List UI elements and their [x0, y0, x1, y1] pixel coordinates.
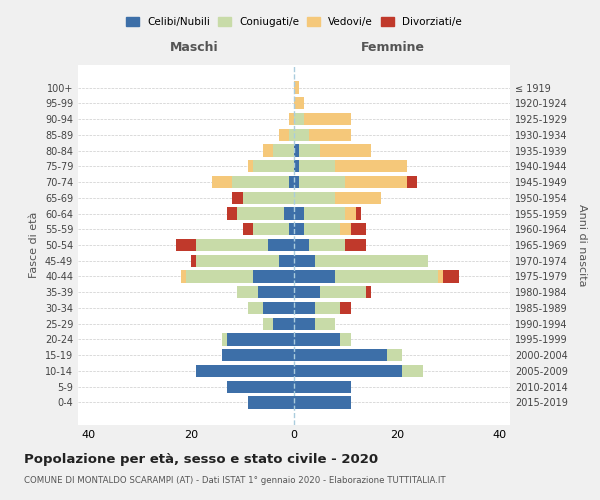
- Bar: [289, 223, 294, 235]
- Bar: [320, 144, 371, 156]
- Bar: [304, 208, 346, 220]
- Bar: [310, 128, 350, 141]
- Bar: [386, 349, 402, 362]
- Bar: [191, 254, 196, 267]
- Bar: [227, 380, 294, 393]
- Bar: [176, 239, 196, 251]
- Bar: [263, 144, 274, 156]
- Bar: [294, 144, 299, 156]
- Bar: [294, 270, 335, 282]
- Bar: [268, 239, 294, 251]
- Y-axis label: Anni di nascita: Anni di nascita: [577, 204, 587, 286]
- Bar: [314, 254, 428, 267]
- Bar: [258, 286, 294, 298]
- Bar: [340, 223, 350, 235]
- Bar: [196, 254, 278, 267]
- Bar: [248, 396, 294, 408]
- Bar: [294, 176, 299, 188]
- Bar: [310, 239, 346, 251]
- Bar: [294, 239, 310, 251]
- Text: Popolazione per età, sesso e stato civile - 2020: Popolazione per età, sesso e stato civil…: [24, 452, 378, 466]
- Bar: [212, 176, 232, 188]
- Bar: [232, 192, 242, 204]
- Bar: [340, 334, 350, 345]
- Bar: [294, 208, 304, 220]
- Bar: [335, 270, 438, 282]
- Bar: [314, 318, 335, 330]
- Bar: [304, 113, 350, 125]
- Bar: [274, 318, 294, 330]
- Bar: [443, 270, 458, 282]
- Bar: [294, 254, 314, 267]
- Bar: [346, 176, 407, 188]
- Bar: [356, 208, 361, 220]
- Bar: [294, 334, 340, 345]
- Bar: [299, 160, 335, 172]
- Bar: [196, 239, 268, 251]
- Bar: [335, 160, 407, 172]
- Bar: [402, 365, 422, 377]
- Bar: [222, 334, 227, 345]
- Bar: [242, 192, 294, 204]
- Bar: [253, 223, 289, 235]
- Bar: [294, 192, 335, 204]
- Bar: [278, 128, 289, 141]
- Bar: [242, 223, 253, 235]
- Bar: [222, 349, 294, 362]
- Bar: [294, 128, 310, 141]
- Bar: [294, 286, 320, 298]
- Bar: [294, 365, 402, 377]
- Text: Maschi: Maschi: [170, 41, 219, 54]
- Bar: [289, 176, 294, 188]
- Bar: [294, 396, 350, 408]
- Bar: [304, 223, 340, 235]
- Bar: [289, 113, 294, 125]
- Bar: [294, 223, 304, 235]
- Text: Femmine: Femmine: [361, 41, 425, 54]
- Bar: [299, 144, 320, 156]
- Bar: [248, 302, 263, 314]
- Bar: [299, 176, 346, 188]
- Bar: [284, 208, 294, 220]
- Bar: [248, 160, 253, 172]
- Bar: [232, 176, 289, 188]
- Bar: [438, 270, 443, 282]
- Bar: [186, 270, 253, 282]
- Bar: [227, 208, 238, 220]
- Bar: [294, 380, 350, 393]
- Y-axis label: Fasce di età: Fasce di età: [29, 212, 39, 278]
- Bar: [294, 82, 299, 94]
- Bar: [181, 270, 186, 282]
- Bar: [350, 223, 366, 235]
- Bar: [294, 302, 314, 314]
- Bar: [320, 286, 366, 298]
- Bar: [238, 286, 258, 298]
- Bar: [314, 302, 340, 314]
- Bar: [253, 160, 294, 172]
- Bar: [294, 113, 304, 125]
- Bar: [263, 318, 274, 330]
- Bar: [227, 334, 294, 345]
- Bar: [274, 144, 294, 156]
- Bar: [253, 270, 294, 282]
- Bar: [346, 239, 366, 251]
- Bar: [238, 208, 284, 220]
- Bar: [294, 97, 304, 110]
- Bar: [407, 176, 418, 188]
- Bar: [278, 254, 294, 267]
- Text: COMUNE DI MONTALDO SCARAMPI (AT) - Dati ISTAT 1° gennaio 2020 - Elaborazione TUT: COMUNE DI MONTALDO SCARAMPI (AT) - Dati …: [24, 476, 446, 485]
- Bar: [289, 128, 294, 141]
- Bar: [366, 286, 371, 298]
- Bar: [196, 365, 294, 377]
- Bar: [340, 302, 350, 314]
- Bar: [263, 302, 294, 314]
- Bar: [294, 160, 299, 172]
- Bar: [346, 208, 356, 220]
- Legend: Celibi/Nubili, Coniugati/e, Vedovi/e, Divorziati/e: Celibi/Nubili, Coniugati/e, Vedovi/e, Di…: [122, 12, 466, 31]
- Bar: [294, 318, 314, 330]
- Bar: [294, 349, 386, 362]
- Bar: [335, 192, 382, 204]
